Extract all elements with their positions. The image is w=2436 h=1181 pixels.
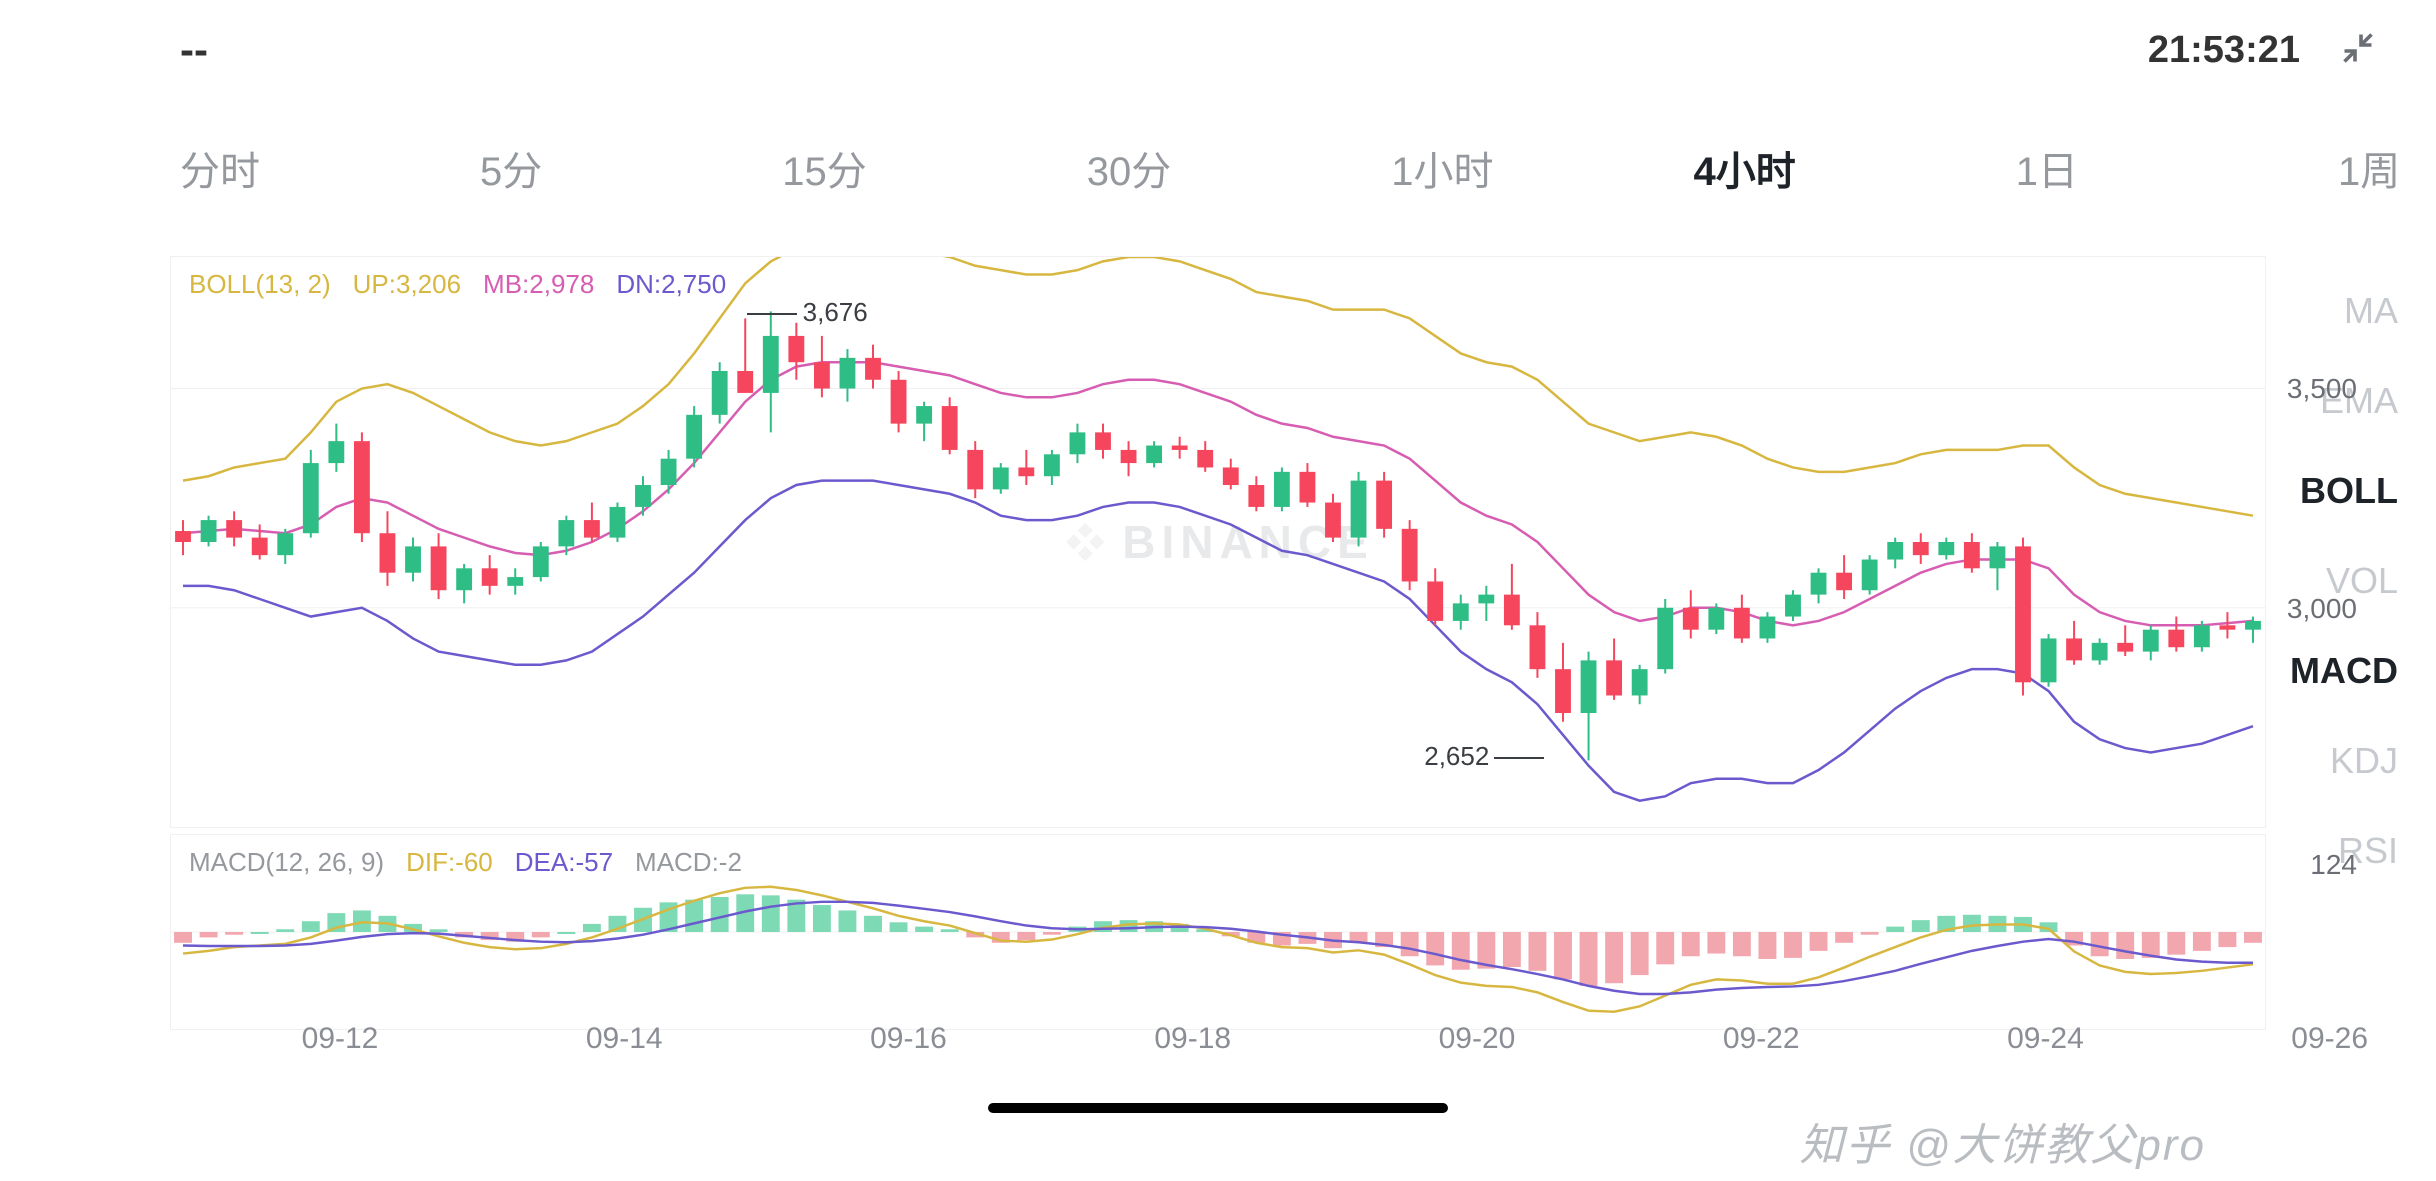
trading-pair-label: --: [180, 26, 208, 74]
indicator-macd[interactable]: MACD: [2266, 626, 2436, 716]
indicator-boll[interactable]: BOLL: [2266, 446, 2436, 536]
legend-dea: DEA:-57: [515, 847, 613, 878]
clock-label: 21:53:21: [2148, 29, 2300, 72]
legend-dif: DIF:-60: [406, 847, 493, 878]
legend-up: UP:3,206: [353, 269, 461, 300]
timeframe-tab-7[interactable]: 1周: [2338, 139, 2400, 197]
timeframe-tab-3[interactable]: 30分: [1087, 139, 1172, 197]
timeframe-tab-0[interactable]: 分时: [180, 139, 260, 197]
timeframe-tab-4[interactable]: 1小时: [1391, 139, 1493, 197]
boll-legend: BOLL(13, 2) UP:3,206 MB:2,978 DN:2,750: [189, 269, 726, 300]
home-indicator-bar: [988, 1103, 1448, 1113]
legend-mb: MB:2,978: [483, 269, 594, 300]
timeframe-tab-5[interactable]: 4小时: [1694, 139, 1796, 197]
timeframe-tab-6[interactable]: 1日: [2016, 139, 2078, 197]
indicator-ma[interactable]: MA: [2266, 266, 2436, 356]
high-annotation: 3,676: [803, 297, 868, 328]
legend-macd-val: MACD:-2: [635, 847, 742, 878]
macd-chart-panel[interactable]: MACD(12, 26, 9) DIF:-60 DEA:-57 MACD:-2 …: [170, 834, 2266, 1030]
legend-dn: DN:2,750: [616, 269, 726, 300]
low-annotation: 2,652: [1424, 741, 1489, 772]
y-axis-label: 3,500: [2287, 373, 2357, 405]
y-axis-label: 3,000: [2287, 593, 2357, 625]
collapse-icon[interactable]: [2340, 30, 2376, 71]
timeframe-tabs: 分时5分15分30分1小时4小时1日1周更多: [0, 90, 2436, 256]
legend-macd-name: MACD(12, 26, 9): [189, 847, 384, 878]
indicator-kdj[interactable]: KDJ: [2266, 716, 2436, 806]
x-axis-tick: 09-26: [2291, 1022, 2368, 1056]
price-chart-panel[interactable]: BOLL(13, 2) UP:3,206 MB:2,978 DN:2,750 B…: [170, 256, 2266, 828]
macd-y-label: 124: [2310, 849, 2357, 881]
macd-legend: MACD(12, 26, 9) DIF:-60 DEA:-57 MACD:-2: [189, 847, 742, 878]
zhihu-watermark: 知乎 @大饼教父pro: [1800, 1109, 2206, 1173]
timeframe-tab-1[interactable]: 5分: [480, 139, 542, 197]
legend-boll: BOLL(13, 2): [189, 269, 331, 300]
timeframe-tab-2[interactable]: 15分: [782, 139, 867, 197]
